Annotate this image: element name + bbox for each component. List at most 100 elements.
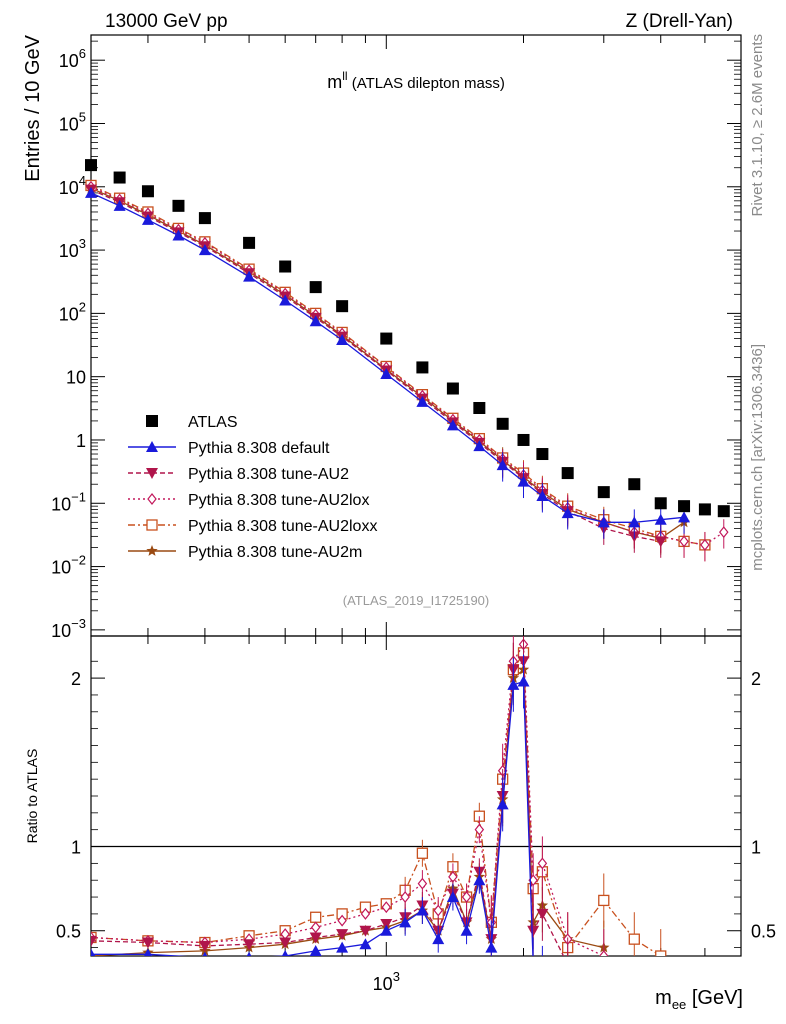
data-point: [654, 513, 667, 525]
ratio-point: [202, 951, 208, 956]
data-point: [517, 433, 530, 446]
y-tick-label: 10−1: [51, 489, 86, 514]
ratio-point: [310, 921, 321, 934]
legend-marker: [146, 545, 158, 556]
ratio-point: [473, 874, 486, 886]
data-point: [113, 171, 126, 184]
data-point: [336, 333, 349, 345]
data-point: [561, 507, 574, 519]
ratio-series-pythia-8-308-default: [91, 654, 543, 969]
ratio-point: [359, 925, 372, 937]
ratio-point: [517, 675, 530, 687]
ratio-point: [460, 924, 473, 936]
ratio-point: [417, 877, 428, 890]
ratio-y-tick-label: 2: [71, 669, 81, 689]
ratio-point: [246, 951, 252, 956]
data-point: [85, 159, 97, 172]
x-axis-title: mee [GeV]: [655, 987, 743, 1012]
ratio-point: [381, 901, 392, 914]
ratio-point: [359, 938, 372, 950]
data-point: [654, 497, 667, 510]
data-point: [473, 401, 486, 414]
legend-marker: [146, 519, 158, 531]
ratio-point: [310, 911, 322, 923]
legend-item: Pythia 8.308 tune-AU2m: [128, 544, 362, 561]
ratio-point: [360, 907, 371, 920]
ratio-point: [141, 937, 154, 949]
data-point: [416, 395, 429, 407]
data-point: [654, 536, 667, 548]
data-point: [380, 332, 393, 345]
data-point: [698, 503, 711, 516]
ratio-point: [309, 944, 322, 956]
ratio-point: [562, 959, 574, 970]
ratio-point: [446, 891, 459, 903]
legend-marker: [147, 493, 157, 505]
x-tick-label: 103: [373, 969, 400, 994]
y-tick-label: 10: [66, 368, 86, 388]
legend-marker: [146, 441, 158, 452]
data-point: [597, 516, 610, 528]
data-point: [172, 229, 185, 241]
data-point: [141, 213, 154, 225]
ratio-point: [496, 798, 509, 810]
ratio-y-tick-label: 1: [751, 838, 761, 858]
ratio-y-axis-title: Ratio to ATLAS: [24, 749, 40, 844]
data-point: [717, 505, 730, 518]
data-point: [172, 199, 185, 212]
data-point: [700, 538, 710, 551]
ratio-point: [91, 948, 96, 956]
y-tick-label: 105: [59, 109, 86, 134]
ratio-point: [527, 925, 540, 937]
y-tick-label: 106: [59, 46, 86, 71]
data-point: [678, 511, 691, 523]
data-point: [416, 361, 429, 374]
legend-item: Pythia 8.308 tune-AU2loxx: [128, 518, 377, 535]
ratio-y-tick-label: 0.5: [56, 922, 81, 942]
data-point: [309, 281, 322, 294]
data-point: [597, 486, 610, 499]
ratio-point: [380, 919, 393, 930]
legend-item: Pythia 8.308 default: [128, 440, 330, 457]
data-point: [561, 467, 574, 480]
ratio-point: [536, 908, 549, 920]
data-point: [141, 185, 154, 198]
ratio-point: [433, 904, 444, 917]
ratio-point: [655, 950, 667, 956]
ratio-line: [91, 659, 565, 956]
ratio-point: [336, 929, 349, 941]
data-point: [243, 270, 256, 282]
ratio-point: [599, 950, 609, 956]
ratio-point: [527, 958, 539, 969]
ratio-point: [198, 940, 211, 952]
y-tick-label: 10−2: [51, 553, 86, 578]
y-tick-label: 102: [59, 299, 86, 324]
series-pythia-8-308-tune-au2: [85, 184, 667, 558]
ratio-point: [485, 941, 498, 953]
side-label-rivet: Rivet 3.1.10, ≥ 2.6M events: [749, 34, 766, 217]
ratio-point: [416, 904, 429, 916]
data-point: [279, 294, 292, 306]
legend-marker: [146, 468, 158, 479]
ratio-point: [337, 914, 347, 927]
data-point: [446, 419, 459, 431]
legend-label: Pythia 8.308 default: [188, 440, 330, 457]
ratio-point: [309, 932, 322, 944]
data-point: [113, 199, 126, 211]
data-point: [309, 315, 322, 327]
data-point: [446, 382, 459, 395]
data-point: [496, 417, 509, 430]
ratio-y-tick-label: 0.5: [751, 922, 776, 942]
data-point: [517, 475, 530, 487]
data-point: [678, 500, 691, 513]
data-point: [719, 526, 729, 539]
data-point: [336, 300, 349, 313]
legend: ATLAS Pythia 8.308 default Pythia 8.308 tu…: [128, 414, 377, 561]
data-point: [628, 478, 641, 491]
ratio-plot-frame: [90, 635, 742, 957]
ratio-point: [628, 933, 640, 945]
legend-label: Pythia 8.308 tune-AU2: [188, 466, 349, 483]
data-point: [198, 212, 211, 225]
series-line: [90, 192, 685, 523]
